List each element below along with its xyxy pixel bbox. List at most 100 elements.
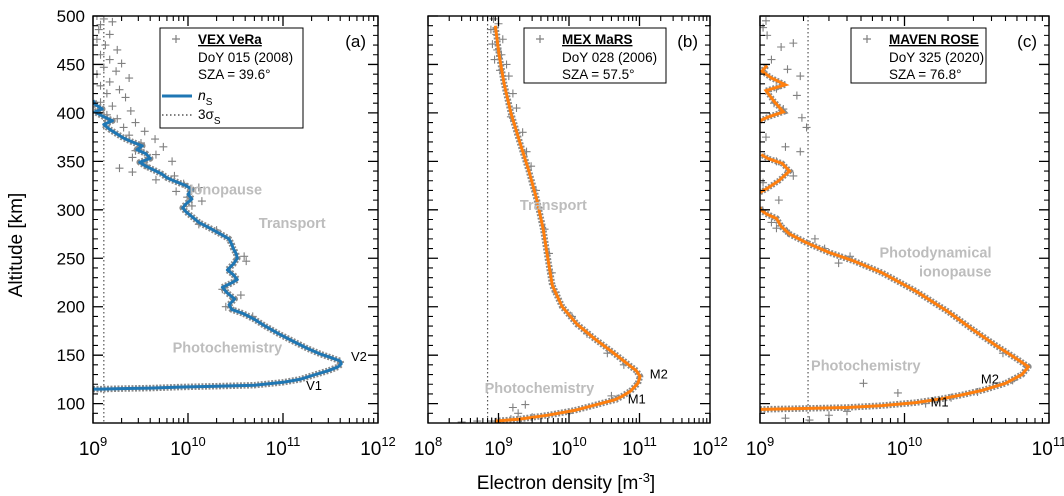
scatter-point (893, 388, 902, 397)
peak-label: V1 (306, 378, 322, 393)
x-axis-label-suffix: ] (650, 473, 655, 494)
y-tick-label: 200 (57, 298, 85, 317)
scatter-point (508, 403, 517, 412)
x-tick-label: 109 (484, 434, 512, 460)
scatter-point (108, 17, 117, 26)
y-tick-label: 150 (57, 346, 85, 365)
y-tick-label: 500 (57, 7, 85, 26)
scatter-point (159, 142, 168, 151)
x-tick-label: 1010 (887, 434, 923, 460)
legend-box (159, 27, 304, 129)
x-axis-label: Electron density [m-3] (477, 470, 655, 494)
region-label: Photochemistry (811, 359, 921, 375)
x-tick-label-exp: 11 (1053, 434, 1064, 449)
legend-ns: nS (198, 87, 213, 108)
scatter-point (168, 157, 177, 166)
legend-mission: MAVEN ROSE (889, 32, 979, 47)
x-tick-label-exp: 11 (643, 434, 657, 449)
scatter-point (789, 171, 798, 180)
region-label: ionopause (919, 265, 992, 281)
scatter-point (514, 409, 523, 418)
scatter-point (783, 65, 792, 74)
scatter-point (607, 391, 616, 400)
scatter-point (504, 72, 513, 81)
scatter-point (796, 72, 805, 81)
y-tick-label: 350 (57, 152, 85, 171)
scatter-point (140, 127, 149, 136)
x-tick-label-exp: 11 (287, 434, 301, 449)
legend-marker (863, 35, 871, 43)
x-tick-label-exp: 9 (767, 434, 774, 449)
scatter-point (774, 196, 783, 205)
peak-label: M2 (981, 371, 999, 386)
panel-1: 109 1010 1011 10121001502002503003504004505… (57, 7, 396, 460)
scatter-point (789, 39, 798, 48)
profile-segment (760, 64, 790, 123)
scatter-point (194, 183, 203, 192)
legend: MAVEN ROSE DoY 325 (2020) SZA = 76.8° (850, 27, 987, 84)
peak-label: M1 (931, 395, 949, 410)
plot-area (760, 16, 1032, 423)
y-ticks (93, 15, 378, 424)
legend-ns-text: n (198, 87, 206, 103)
peak-label: V2 (351, 349, 367, 364)
scatter-point (761, 16, 770, 25)
x-tick-label-base: 10 (484, 439, 505, 460)
peak-label: M1 (628, 392, 646, 407)
x-tick-label-exp: 10 (908, 434, 922, 449)
scatter-point (488, 40, 497, 49)
legend-mission: MEX MaRS (562, 32, 633, 47)
y-tick-label: 400 (57, 104, 85, 123)
legend-box (523, 27, 667, 84)
x-tick-label: 108 (414, 434, 442, 460)
legend-sza: SZA = 39.6° (198, 67, 271, 82)
scatter-point (498, 35, 507, 44)
plot-area (445, 16, 644, 423)
x-tick-label-base: 10 (887, 439, 908, 460)
scatter-point (117, 59, 126, 68)
scatter-point (521, 400, 530, 409)
legend: MEX MaRS DoY 028 (2006) SZA = 57.5° (523, 27, 667, 84)
legend-box (850, 27, 987, 84)
scatter-point (96, 20, 105, 29)
y-tick-label: 250 (57, 249, 85, 268)
scatter-point (834, 259, 843, 268)
x-tick-label: 1011 (622, 434, 657, 460)
region-label: Photodynamical (879, 245, 991, 261)
legend-ns-sub: S (206, 97, 213, 108)
x-tick-label-exp: 9 (505, 434, 512, 449)
region-label: Transport (259, 216, 326, 232)
x-ticks (427, 16, 711, 423)
x-tick-label-base: 10 (622, 439, 643, 460)
x-tick-label-base: 10 (551, 439, 572, 460)
scatter-point (115, 85, 124, 94)
scatter-point (93, 16, 101, 20)
x-tick-label-base: 10 (170, 439, 191, 460)
panel-label: (b) (677, 32, 698, 51)
scatter-point (112, 67, 121, 76)
x-tick-label-exp: 12 (381, 434, 395, 449)
scatter-point (781, 142, 790, 151)
legend-marker (172, 35, 180, 43)
scatter-point (105, 30, 114, 39)
scatter-point (792, 91, 801, 100)
x-tick-label: 1011 (1032, 434, 1064, 460)
legend-doy: DoY 028 (2006) (562, 50, 657, 65)
scatter-point (802, 123, 811, 132)
scatter-point (121, 93, 130, 102)
legend-sigma-text: 3σ (198, 107, 215, 122)
scatter-point (761, 133, 770, 142)
scatter-point (101, 41, 110, 50)
scatter-point (96, 81, 105, 90)
peak-label: M2 (650, 366, 668, 381)
scatter-point (767, 55, 776, 64)
x-tick-label-exp: 8 (435, 434, 442, 449)
scatter-point (240, 252, 249, 261)
scatter-point (151, 150, 160, 159)
x-tick-label-exp: 10 (191, 434, 205, 449)
scatter-point (126, 106, 135, 115)
plot-area (93, 16, 345, 423)
x-tick-label-exp: 10 (572, 434, 586, 449)
scatter-point (115, 164, 124, 173)
